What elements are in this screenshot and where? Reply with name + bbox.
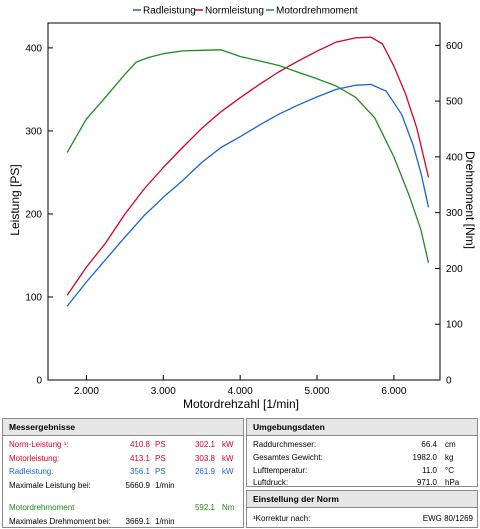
series-line-3 [66, 49, 430, 264]
messergebnis-value1: 3669.1 [125, 516, 150, 526]
messergebnis-label: Maximale Leistung bei: [9, 480, 91, 490]
messergebnisse-title: Messergebnisse [3, 419, 243, 436]
x-tick-label: 3.000 [151, 386, 176, 397]
messergebnis-label: Maximales Drehmoment bei: [9, 516, 111, 526]
series-lines [66, 36, 430, 307]
messergebnis-value2: 303.8 [194, 453, 215, 463]
messergebnis-value1: 413.1 [129, 453, 150, 463]
legend: Radleistung Normleistung Motordrehmoment [133, 6, 358, 17]
y-right-tick-label: 100 [446, 320, 463, 331]
y-left-tick-label: 300 [25, 126, 42, 137]
umgebungsdaten-panel: Umgebungsdaten Raddurchmesser: 66.4 cm Gesa… [246, 418, 478, 487]
messergebnis-value2: 302.1 [194, 440, 215, 449]
y-right-tick-label: 0 [446, 376, 452, 387]
messergebnis-unit2: Nm [222, 503, 235, 512]
umgebungsdaten-title: Umgebungsdaten [247, 419, 477, 436]
tick-labels: 2.000 3.000 4.000 5.000 6.000 0 100 200 300 400 0 1… [25, 41, 463, 397]
legend-label: Motordrehmoment [276, 6, 358, 17]
messergebnis-label: Radleistung: [9, 467, 54, 476]
umgebung-label: Lufttemperatur: [253, 465, 308, 475]
y-axis-left-label: Leistung [PS] [8, 164, 22, 235]
umgebung-row: Luftdruck: 971.0 hPa [247, 477, 477, 489]
norm-label: ¹Korrektur nach: [253, 514, 311, 523]
x-axis-label: Motordrehzahl [1/min] [183, 397, 299, 411]
norm-title: Einstellung der Norm [247, 491, 477, 508]
axes [47, 22, 441, 381]
y-left-tick-label: 0 [36, 376, 42, 387]
umgebung-label: Gesamtes Gewicht: [253, 452, 323, 462]
messergebnisse-panel: Messergebnisse Norm-Leistung ¹: 410.8 PS 30… [2, 418, 244, 528]
y-right-tick-label: 200 [446, 264, 463, 275]
umgebung-value: 66.4 [421, 440, 437, 449]
umgebung-unit: kg [445, 452, 454, 462]
umgebung-unit: cm [445, 440, 456, 449]
x-tick-label: 5.000 [305, 386, 330, 397]
umgebung-unit: °C [445, 465, 454, 475]
messergebnis-unit2: kW [222, 453, 234, 463]
norm-row: ¹Korrektur nach: EWG 80/1269 [247, 513, 477, 525]
y-right-tick-label: 500 [446, 97, 463, 108]
umgebung-label: Raddurchmesser: [253, 440, 317, 449]
messergebnis-row: Norm-Leistung ¹: 410.8 PS 302.1 kW [3, 439, 243, 451]
norm-value: EWG 80/1269 [422, 514, 473, 523]
y-right-tick-label: 300 [446, 208, 463, 219]
umgebung-value: 11.0 [422, 465, 437, 475]
messergebnis-row: Maximales Drehmoment bei: 3669.1 1/min [3, 516, 243, 528]
legend-label: Radleistung [143, 6, 196, 17]
messergebnis-row: Maximale Leistung bei: 5660.9 1/min [3, 480, 243, 492]
messergebnis-value2: 261.9 [194, 467, 215, 476]
legend-label: Normleistung [205, 6, 264, 17]
messergebnis-value2: 592.1 [194, 503, 215, 512]
messergebnis-row: Motordrehmoment 592.1 Nm [3, 502, 243, 514]
messergebnis-label: Motordrehmoment [9, 503, 75, 512]
y-right-tick-label: 600 [446, 41, 463, 52]
umgebung-row: Lufttemperatur: 11.0 °C [247, 465, 477, 477]
chart: Radleistung Normleistung Motordrehmoment 2… [8, 6, 477, 412]
messergebnis-row: Motorleistung: 413.1 PS 303.8 kW [3, 453, 243, 465]
messergebnis-value1: 5660.9 [125, 480, 150, 490]
messergebnis-row: Radleistung: 356.1 PS 261.9 kW [3, 466, 243, 478]
messergebnis-unit1: PS [155, 440, 166, 449]
messergebnis-unit1: PS [155, 453, 166, 463]
messergebnis-value1: 410.8 [129, 440, 150, 449]
umgebung-value: 971.0 [416, 478, 437, 488]
norm-panel: Einstellung der Norm ¹Korrektur nach: EW… [246, 490, 478, 528]
umgebung-row: Raddurchmesser: 66.4 cm [247, 439, 477, 451]
messergebnis-unit1: PS [155, 467, 166, 476]
series-line-1 [66, 83, 430, 307]
messergebnis-unit1: 1/min [155, 480, 175, 490]
messergebnis-label: Norm-Leistung ¹: [9, 440, 69, 449]
y-right-tick-label: 400 [446, 152, 463, 163]
y-left-tick-label: 400 [25, 43, 42, 54]
x-tick-label: 6.000 [381, 386, 406, 397]
messergebnis-unit1: 1/min [155, 516, 175, 526]
y-axis-right-label: Drehmoment [Nm] [463, 151, 477, 249]
messergebnis-value1: 356.1 [129, 467, 150, 476]
umgebung-unit: hPa [445, 478, 460, 488]
y-left-tick-label: 200 [25, 209, 42, 220]
plot-frame [47, 22, 441, 381]
x-tick-label: 2.000 [74, 386, 99, 397]
umgebung-row: Gesamtes Gewicht: 1982.0 kg [247, 452, 477, 464]
messergebnis-unit2: kW [222, 467, 234, 476]
umgebung-label: Luftdruck: [253, 478, 289, 488]
umgebung-value: 1982.0 [412, 452, 437, 462]
y-left-tick-label: 100 [25, 292, 42, 303]
series-line-2 [66, 36, 430, 296]
messergebnis-label: Motorleistung: [9, 453, 60, 463]
messergebnis-unit2: kW [222, 440, 234, 449]
x-tick-label: 4.000 [228, 386, 253, 397]
